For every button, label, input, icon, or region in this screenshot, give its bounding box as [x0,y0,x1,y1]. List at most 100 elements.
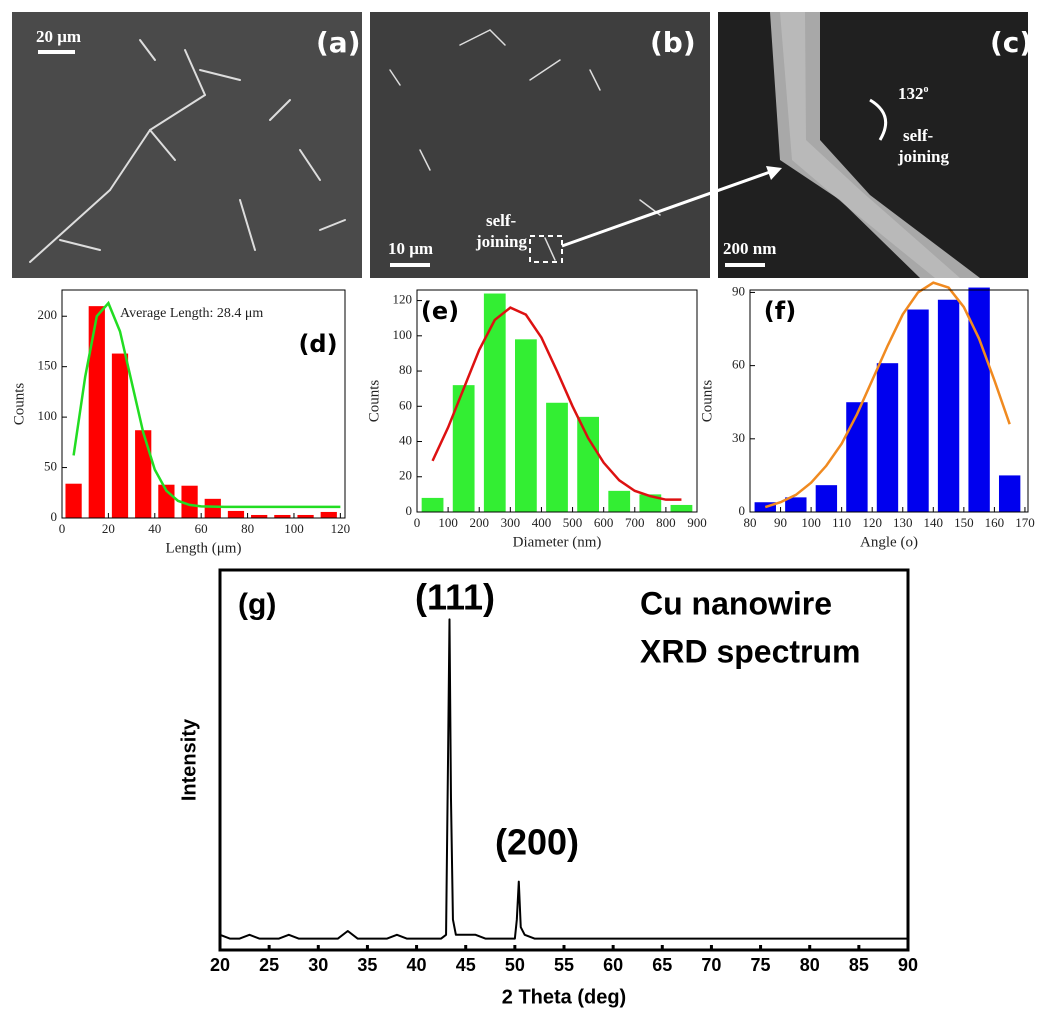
bar [251,514,268,518]
angle-unit: o [924,84,929,95]
x-tick-label: 80 [241,521,254,536]
x-axis-label: 2 Theta (deg) [502,986,626,1008]
bar [421,497,444,512]
bar [876,363,899,512]
fit-curve [764,281,1011,509]
x-tick-label: 85 [849,955,869,975]
x-tick-label: 0 [414,515,421,530]
x-tick-label: 400 [532,515,552,530]
bar [785,497,807,512]
x-tick-label: 100 [284,521,304,536]
plot-frame [749,289,1029,513]
x-tick-label: 30 [308,955,328,975]
y-tick-label: 60 [399,397,412,412]
chart: 80 90 100 110 120 130 140 150 160 170 0 30 60 90 Angle… [699,281,1035,550]
x-tick-label: 150 [954,515,974,530]
annotation: XRD spectrum [640,633,861,669]
x-tick-label: 130 [893,515,913,530]
y-tick-label: 0 [739,503,746,518]
bar [320,511,337,518]
x-tick-label: 100 [438,515,458,530]
bar [135,430,152,518]
annotation: (200) [495,822,579,863]
y-tick-label: 100 [393,327,413,342]
bar [274,514,291,518]
x-tick-label: 40 [148,521,161,536]
y-tick-label: 100 [38,408,58,423]
annotation: joining [897,147,950,166]
x-tick-label: 35 [357,955,377,975]
x-tick-label: 800 [656,515,676,530]
panel-label: (b) [650,26,696,59]
x-tick-label: 70 [701,955,721,975]
sem-image-a: 20 μm (a) [12,12,362,278]
y-tick-label: 200 [38,307,58,322]
x-tick-label: 120 [862,515,882,530]
bar [577,416,599,512]
x-tick-label: 170 [1015,515,1035,530]
x-tick-label: 20 [102,521,115,536]
x-tick-label: 700 [625,515,645,530]
y-tick-label: 150 [38,358,58,373]
y-axis-label: Counts [366,380,382,423]
x-tick-label: 90 [774,515,787,530]
bar [968,287,990,512]
x-tick-label: 500 [563,515,583,530]
bar [846,402,868,512]
bar [937,299,960,512]
y-tick-label: 120 [393,292,413,307]
annotation: Cu nanowire [640,585,832,621]
y-tick-label: 30 [732,430,745,445]
bar [227,510,245,518]
angle-value: 132 [898,84,924,103]
bar [111,353,129,518]
x-tick-label: 80 [800,955,820,975]
x-axis-label: Angle (o) [860,534,918,550]
y-tick-label: 60 [732,357,745,372]
bar [815,485,838,512]
bar [181,485,198,518]
plot-frame [416,289,698,513]
y-tick-label: 20 [399,468,412,483]
x-tick-label: 55 [554,955,574,975]
bar [639,494,662,512]
spectrum-line [219,618,908,940]
x-tick-label: 120 [331,521,351,536]
bar [297,514,314,518]
bar [670,504,693,512]
annotation: self- [486,211,517,230]
angle-label: 132o [898,84,929,103]
x-tick-label: 25 [259,955,279,975]
bar [65,483,82,518]
fit-curve [72,300,341,509]
bar [907,309,929,512]
bar [483,293,506,512]
annotation: joining [475,232,528,251]
annotation: self- [903,126,934,145]
y-axis-label: Counts [699,380,715,423]
x-tick-label: 900 [687,515,707,530]
annotation: (111) [415,577,495,618]
bar [204,498,221,518]
sem-image-c: 200 nm 132o self- joining (c) [718,12,1032,278]
scale-label: 20 μm [36,27,81,46]
bar [546,402,568,512]
x-tick-label: 0 [59,521,66,536]
x-tick-label: 200 [469,515,489,530]
annotation: (g) [238,588,276,621]
x-tick-label: 110 [832,515,851,530]
plot-frame [61,289,346,519]
x-tick-label: 75 [751,955,771,975]
arrow [561,170,771,248]
bar [608,490,631,512]
y-tick-label: 80 [399,362,412,377]
x-tick-label: 20 [210,955,230,975]
x-tick-label: 60 [603,955,623,975]
chart: 20 25 30 35 40 45 50 55 60 65 70 75 80 85 90 2 Theta (d… [178,568,918,1008]
annotation: (d) [298,330,337,358]
plot-frame [218,568,910,952]
y-tick-label: 0 [406,503,413,518]
bar [452,385,475,512]
